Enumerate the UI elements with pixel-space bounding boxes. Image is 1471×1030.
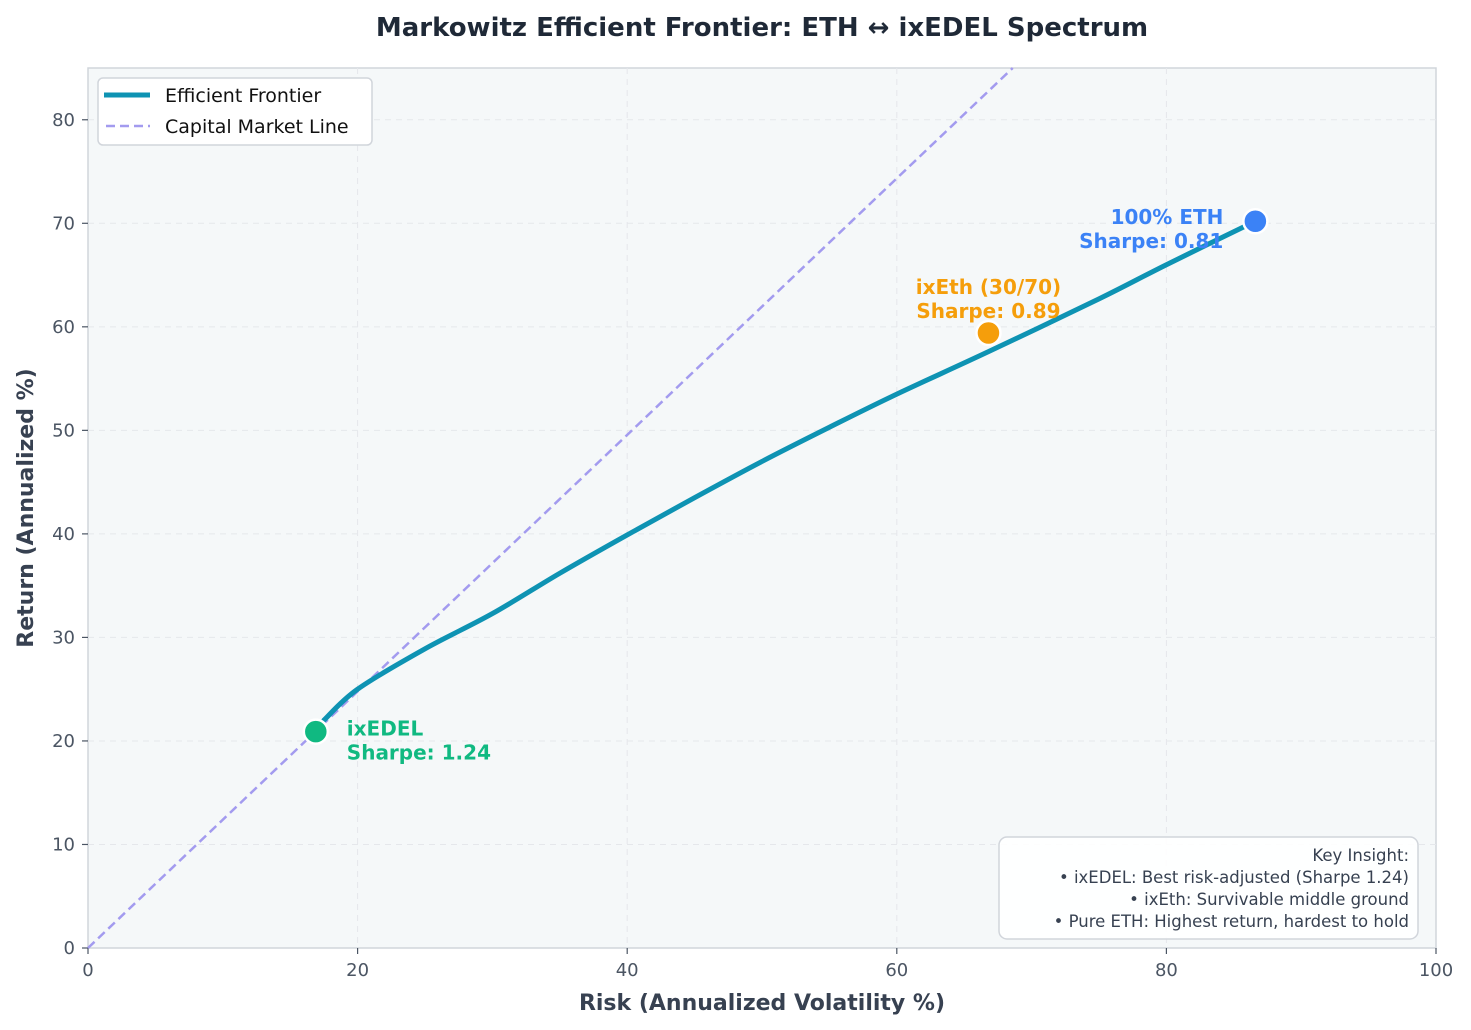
x-tick-label: 0: [82, 960, 93, 981]
point-ixeth: [975, 319, 1002, 347]
y-tick-label: 50: [52, 420, 75, 441]
point-ixedel: [302, 718, 330, 745]
y-tick-label: 80: [52, 110, 75, 131]
x-tick-label: 60: [885, 960, 908, 981]
point-label: ixEDEL: [347, 717, 424, 741]
x-tick-label: 80: [1155, 960, 1178, 981]
point-eth: [1242, 207, 1269, 235]
y-tick-label: 70: [52, 213, 75, 234]
x-tick-label: 100: [1419, 960, 1453, 981]
insight-box: Key Insight: • ixEDEL: Best risk-adjuste…: [998, 836, 1419, 940]
capital-market-line: [87, 67, 1014, 949]
point-label: ixEth (30/70): [916, 275, 1061, 299]
plot-area: [87, 67, 1437, 949]
chart-title: Markowitz Efficient Frontier: ETH ↔ ixED…: [376, 13, 1148, 43]
y-axis-label: Return (Annualized %): [14, 368, 39, 647]
point-sharpe-label: Sharpe: 1.24: [347, 741, 491, 765]
y-tick-label: 20: [52, 731, 75, 752]
legend: Efficient Frontier Capital Market Line: [97, 77, 373, 146]
insight-line: • ixEth: Survivable middle ground: [1129, 890, 1409, 909]
point-sharpe-label: Sharpe: 0.81: [1079, 229, 1223, 253]
x-axis-label: Risk (Annualized Volatility %): [579, 991, 945, 1016]
insight-title: Key Insight:: [1312, 846, 1409, 865]
x-tick-label: 20: [346, 960, 369, 981]
y-tick-label: 0: [64, 938, 75, 959]
y-tick-label: 40: [52, 524, 75, 545]
y-tick-label: 30: [52, 627, 75, 648]
x-tick-label: 40: [616, 960, 639, 981]
efficient-frontier-line: [321, 218, 1258, 723]
y-tick-label: 10: [52, 834, 75, 855]
y-tick-label: 60: [52, 317, 75, 338]
legend-frontier-label: Efficient Frontier: [165, 85, 321, 107]
insight-line: • Pure ETH: Highest return, hardest to h…: [1054, 912, 1409, 931]
legend-cml-label: Capital Market Line: [165, 116, 349, 138]
point-label: 100% ETH: [1111, 205, 1224, 229]
insight-line: • ixEDEL: Best risk-adjusted (Sharpe 1.2…: [1059, 868, 1409, 887]
point-sharpe-label: Sharpe: 0.89: [916, 299, 1060, 323]
